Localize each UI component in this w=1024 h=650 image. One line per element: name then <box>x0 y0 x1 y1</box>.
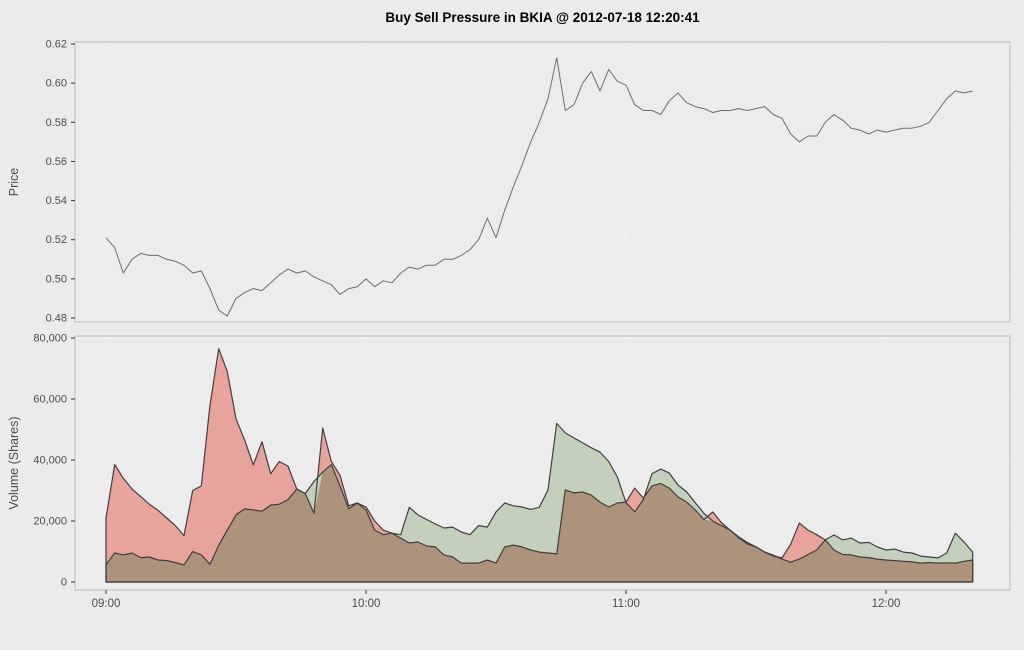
y-tick-label: 0.58 <box>46 117 67 129</box>
x-tick-label: 12:00 <box>872 598 901 610</box>
chart-title: Buy Sell Pressure in BKIA @ 2012-07-18 1… <box>385 10 700 25</box>
price-panel <box>74 41 1011 323</box>
volume-y-axis: 0 20,000 40,000 60,000 80,000 <box>33 333 75 589</box>
y-tick-label: 0.50 <box>46 273 67 285</box>
price-line <box>105 57 973 317</box>
y-tick-label: 60,000 <box>33 394 67 406</box>
y-tick-label: 80,000 <box>33 333 67 345</box>
x-tick-label: 10:00 <box>352 598 381 610</box>
overlap-volume-area <box>106 464 973 582</box>
x-tick-label: 11:00 <box>612 598 640 610</box>
y-tick-label: 40,000 <box>33 455 67 467</box>
buy-volume-outline <box>105 422 974 583</box>
sell-volume-outline <box>105 348 974 583</box>
y-tick-label: 0.52 <box>46 234 67 246</box>
y-tick-label: 20,000 <box>33 516 67 528</box>
y-tick-label: 0.48 <box>46 313 67 325</box>
y-tick-label: 0.62 <box>46 39 67 51</box>
price-y-axis: 0.48 0.50 0.52 0.54 0.56 0.58 0.60 0.62 <box>46 39 75 325</box>
time-x-axis: 09:00 10:00 11:00 12:00 <box>92 590 901 610</box>
y-tick-label: 0 <box>61 577 67 589</box>
y-tick-label: 0.56 <box>46 156 67 168</box>
x-tick-label: 09:00 <box>92 598 121 610</box>
y-tick-label: 0.60 <box>46 78 67 90</box>
y-tick-label: 0.54 <box>46 195 67 207</box>
